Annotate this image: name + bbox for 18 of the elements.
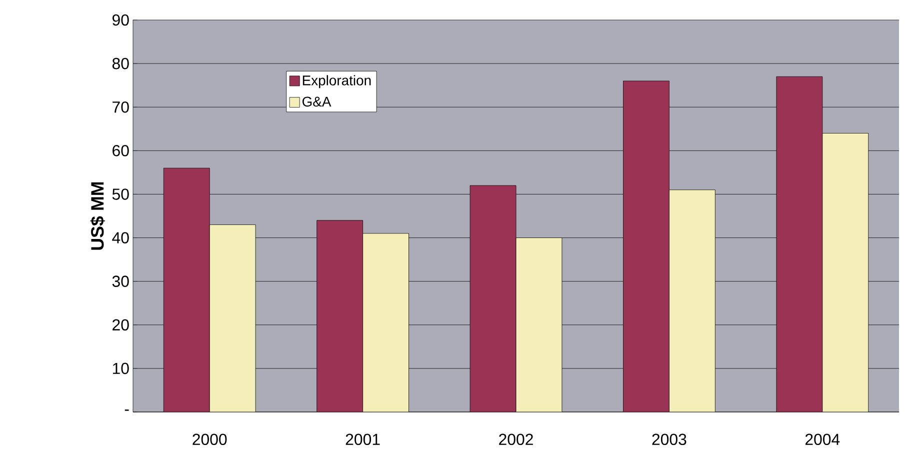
y-tick-label: 20 (112, 319, 129, 331)
x-tick-label: 2000 (192, 434, 227, 446)
y-tick-label: 40 (112, 232, 129, 244)
y-tick-label: 50 (112, 188, 129, 200)
y-tick-label: - (124, 410, 129, 411)
y-axis-title: US$ MM (90, 182, 105, 250)
y-tick-label: 10 (112, 362, 129, 374)
x-tick-label: 2003 (652, 434, 686, 446)
x-tick-label: 2004 (805, 434, 840, 446)
legend-label: Exploration (302, 75, 371, 88)
y-tick-label: 90 (112, 14, 129, 26)
y-tick-label: 70 (112, 101, 129, 113)
x-tick-label: 2002 (499, 434, 533, 446)
y-tick-label: 80 (112, 58, 129, 70)
legend-label: G&A (302, 96, 332, 107)
y-tick-label: 30 (112, 276, 129, 287)
x-tick-label: 2001 (346, 434, 380, 446)
y-tick-label: 60 (112, 145, 129, 156)
